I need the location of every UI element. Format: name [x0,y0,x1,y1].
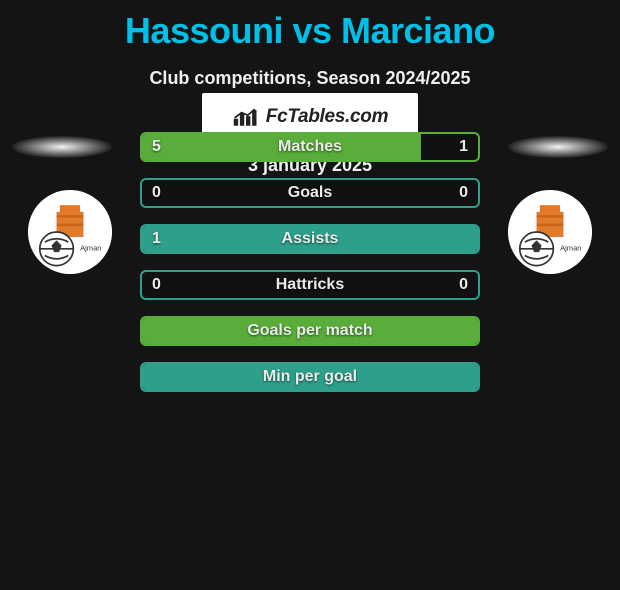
stat-bars: 51Matches 00Goals 1Assists 00Hattricks Goals… [140,132,480,408]
stat-label: Assists [142,226,478,252]
stat-label: Hattricks [142,272,478,298]
stat-bar: 1Assists [140,224,480,254]
svg-text:Ajman: Ajman [560,243,581,252]
svg-text:Ajman: Ajman [80,243,101,252]
page-title: Hassouni vs Marciano [0,10,620,52]
brand-text: FcTables.com [266,106,388,128]
stat-bar: Min per goal [140,362,480,392]
stat-bar: Goals per match [140,316,480,346]
club-badge-right: Ajman [508,190,592,274]
club-badge-left: Ajman [28,190,112,274]
stat-label: Goals per match [142,318,478,344]
spotlight-left [12,136,112,158]
stat-bar: 51Matches [140,132,480,162]
fctables-logo-icon [232,106,260,128]
stat-label: Goals [142,180,478,206]
stat-label: Min per goal [142,364,478,390]
stat-bar: 00Hattricks [140,270,480,300]
ajman-badge-icon: Ajman [28,190,112,274]
subtitle: Club competitions, Season 2024/2025 [0,68,620,89]
spotlight-right [508,136,608,158]
ajman-badge-icon: Ajman [508,190,592,274]
stat-label: Matches [142,134,478,160]
stat-bar: 00Goals [140,178,480,208]
